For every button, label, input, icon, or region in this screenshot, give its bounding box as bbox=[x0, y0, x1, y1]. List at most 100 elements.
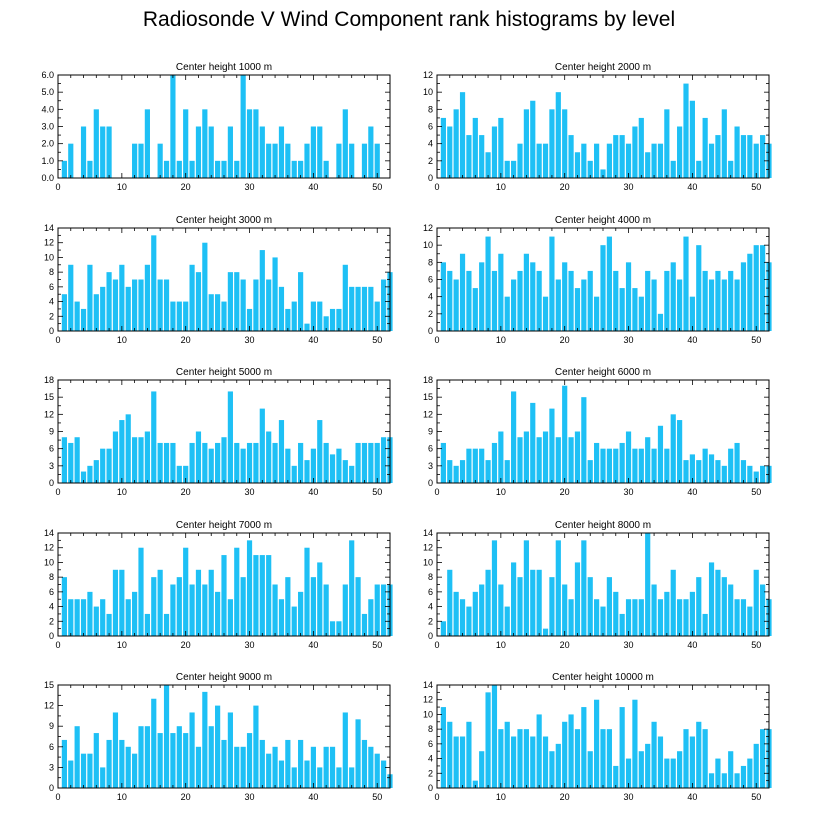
bar bbox=[374, 301, 380, 331]
bar bbox=[227, 712, 233, 788]
bar bbox=[310, 126, 316, 178]
y-tick-label: 10 bbox=[423, 240, 433, 250]
panel-title: Center height 2000 m bbox=[555, 62, 651, 73]
bar bbox=[479, 751, 485, 788]
bar bbox=[176, 301, 182, 331]
bar bbox=[266, 555, 272, 636]
bar bbox=[606, 143, 612, 178]
bar bbox=[632, 699, 638, 788]
bar bbox=[221, 437, 227, 483]
bar bbox=[87, 465, 93, 483]
bar bbox=[304, 143, 310, 178]
x-tick-label: 0 bbox=[55, 792, 60, 802]
bar bbox=[702, 729, 708, 788]
bar bbox=[93, 294, 99, 331]
bar bbox=[600, 448, 606, 483]
bar bbox=[479, 262, 485, 331]
bar bbox=[246, 442, 253, 483]
bar bbox=[342, 712, 348, 788]
bar bbox=[74, 437, 80, 483]
bar bbox=[285, 739, 291, 788]
bar bbox=[651, 584, 657, 636]
bar bbox=[106, 126, 112, 178]
bar bbox=[310, 448, 316, 483]
bar bbox=[208, 294, 214, 331]
bar bbox=[689, 454, 695, 483]
bar bbox=[542, 628, 549, 636]
bar bbox=[511, 391, 517, 483]
bar bbox=[310, 746, 316, 788]
y-tick-label: 12 bbox=[423, 543, 433, 553]
bar bbox=[342, 460, 348, 483]
bar bbox=[664, 109, 670, 178]
y-tick-label: 14 bbox=[423, 680, 433, 690]
bar bbox=[278, 126, 285, 178]
bar bbox=[613, 448, 619, 483]
panel-3: Center height 3000 m 0 10 20 30 40 50 0 2 4 6 8 10 12… bbox=[44, 215, 393, 345]
bar bbox=[651, 448, 657, 483]
bar bbox=[600, 169, 606, 178]
bar bbox=[74, 301, 80, 331]
bar bbox=[728, 448, 734, 483]
bar bbox=[536, 143, 542, 178]
bar bbox=[453, 591, 459, 636]
bar bbox=[61, 160, 67, 178]
bar bbox=[87, 160, 93, 178]
bar bbox=[747, 135, 753, 178]
x-tick-label: 30 bbox=[624, 487, 634, 497]
y-tick-label: 8 bbox=[428, 104, 433, 114]
bar bbox=[80, 753, 87, 788]
bar bbox=[715, 270, 721, 331]
bar bbox=[68, 143, 74, 178]
x-tick-label: 0 bbox=[55, 640, 60, 650]
bar bbox=[689, 736, 695, 788]
bar bbox=[568, 714, 574, 788]
bar bbox=[625, 599, 632, 636]
x-tick-label: 20 bbox=[560, 792, 570, 802]
bar bbox=[619, 135, 625, 178]
bar bbox=[298, 442, 304, 483]
bar bbox=[530, 402, 536, 483]
bar bbox=[253, 555, 259, 636]
bar bbox=[760, 465, 766, 483]
bar bbox=[253, 109, 259, 178]
bar bbox=[221, 160, 227, 178]
bar bbox=[349, 143, 355, 178]
bar bbox=[574, 431, 581, 483]
bar bbox=[523, 729, 529, 788]
bar bbox=[329, 746, 336, 788]
bar bbox=[517, 270, 523, 331]
bar bbox=[68, 760, 74, 788]
bar bbox=[606, 236, 612, 331]
bar bbox=[530, 100, 536, 178]
x-tick-label: 50 bbox=[751, 640, 761, 650]
bar bbox=[466, 448, 472, 483]
bar bbox=[246, 109, 253, 178]
bar bbox=[170, 301, 176, 331]
x-tick-label: 50 bbox=[372, 792, 382, 802]
bar bbox=[606, 577, 612, 636]
y-tick-label: 0 bbox=[49, 478, 54, 488]
y-tick-label: 14 bbox=[423, 528, 433, 538]
y-tick-label: 3 bbox=[49, 461, 54, 471]
bar bbox=[259, 555, 265, 636]
bar bbox=[112, 279, 119, 331]
bar bbox=[753, 245, 759, 331]
panel-title: Center height 8000 m bbox=[555, 520, 651, 531]
panel-title: Center height 1000 m bbox=[176, 62, 272, 73]
bar bbox=[581, 143, 587, 178]
x-tick-label: 10 bbox=[496, 640, 506, 650]
bar bbox=[683, 236, 689, 331]
bar bbox=[266, 431, 272, 483]
x-tick-label: 0 bbox=[434, 182, 439, 192]
bar bbox=[670, 758, 676, 788]
bar bbox=[511, 562, 517, 636]
bar bbox=[291, 301, 297, 331]
bar bbox=[259, 126, 265, 178]
bar bbox=[504, 296, 510, 331]
y-tick-label: 0 bbox=[428, 783, 433, 793]
bar bbox=[208, 569, 214, 636]
bar bbox=[61, 577, 67, 636]
bar bbox=[285, 577, 291, 636]
y-tick-label: 6 bbox=[428, 444, 433, 454]
